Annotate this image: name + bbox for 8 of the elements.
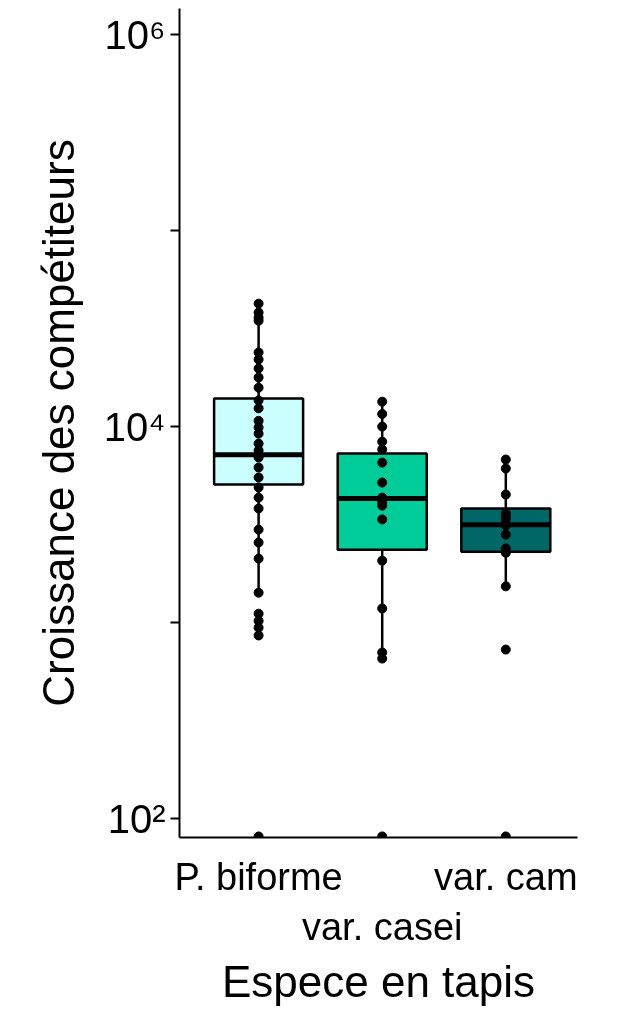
x-tick-label: P. biforme [174,855,343,898]
x-tick-label: var. cam [434,855,578,898]
y-tick-label: 10² [107,796,166,841]
x-tick-label: var. casei [301,905,463,948]
y-tick-label: 10⁶ [104,12,166,57]
y-tick-label: 10⁴ [103,404,166,449]
y-axis-title: Croissance des compétiteurs [33,139,83,707]
x-axis-title: Espece en tapis [221,956,536,1006]
